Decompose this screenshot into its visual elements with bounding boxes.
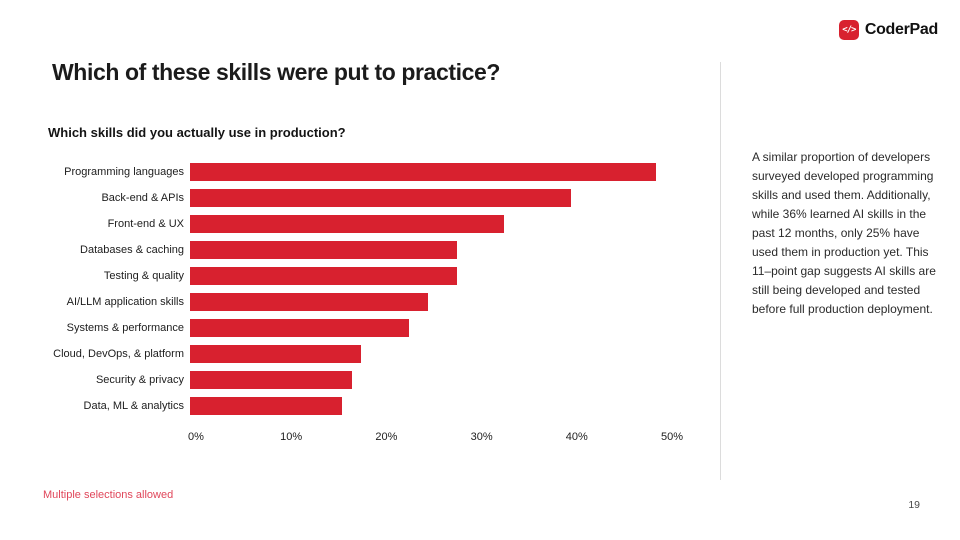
bar (190, 215, 505, 233)
category-label: Security & privacy (95, 374, 184, 386)
bar-row: Systems & performance (48, 315, 672, 341)
bar-track (190, 267, 666, 285)
bar-row: Databases & caching (48, 237, 672, 263)
bar (190, 163, 657, 181)
bar-row: AI/LLM application skills (48, 289, 672, 315)
commentary-text: A similar proportion of developers surve… (752, 150, 936, 316)
x-tick-label: 20% (375, 431, 398, 443)
x-tick-label: 0% (188, 431, 204, 443)
chart-title: Which skills did you actually use in pro… (48, 125, 346, 140)
category-label: Databases & caching (80, 244, 184, 256)
bar-row: Data, ML & analytics (48, 393, 672, 419)
x-tick-label: 30% (470, 431, 493, 443)
footnote: Multiple selections allowed (43, 489, 174, 501)
bar-track (190, 189, 666, 207)
code-slash-icon: </> (838, 20, 859, 40)
x-axis: 0% 10% 20% 30% 40% 50% (188, 431, 683, 447)
bar-track (190, 371, 666, 389)
coderpad-logo: </> CoderPad (838, 20, 938, 40)
bar (190, 371, 352, 389)
bar-track (190, 241, 666, 259)
bar-row: Cloud, DevOps, & platform (48, 341, 672, 367)
bar (190, 241, 457, 259)
bar-track (190, 345, 666, 363)
brand-name: CoderPad (864, 21, 938, 38)
bar-track (190, 163, 666, 181)
bar (190, 345, 362, 363)
bar-track (190, 215, 666, 233)
bar-row: Programming languages (48, 159, 672, 185)
bar-row: Testing & quality (48, 263, 672, 289)
category-label: Back-end & APIs (101, 192, 184, 204)
bar (190, 397, 343, 415)
bar-track (190, 397, 666, 415)
bar-row: Back-end & APIs (48, 185, 672, 211)
bar (190, 319, 409, 337)
bar-track (190, 293, 666, 311)
x-tick-label: 10% (280, 431, 303, 443)
bar-row: Security & privacy (48, 367, 672, 393)
category-label: Front-end & UX (107, 218, 184, 230)
category-label: Testing & quality (103, 270, 184, 282)
category-label: AI/LLM application skills (66, 296, 184, 308)
page-number: 19 (908, 499, 920, 511)
x-tick-label: 40% (565, 431, 588, 443)
bar (190, 293, 428, 311)
category-label: Systems & performance (66, 322, 184, 334)
slide-title: Which of these skills were put to practi… (52, 59, 501, 85)
bar (190, 189, 571, 207)
bar-chart: Programming languages Back-end & APIs Fron… (48, 159, 683, 447)
bar-track (190, 319, 666, 337)
bar-row: Front-end & UX (48, 211, 672, 237)
x-tick-label: 50% (660, 431, 684, 443)
vertical-divider (720, 62, 721, 480)
category-label: Cloud, DevOps, & platform (53, 348, 184, 360)
bar (190, 267, 457, 285)
category-label: Programming languages (64, 166, 184, 178)
category-label: Data, ML & analytics (83, 400, 184, 412)
chart-rows: Programming languages Back-end & APIs Fron… (48, 159, 672, 419)
